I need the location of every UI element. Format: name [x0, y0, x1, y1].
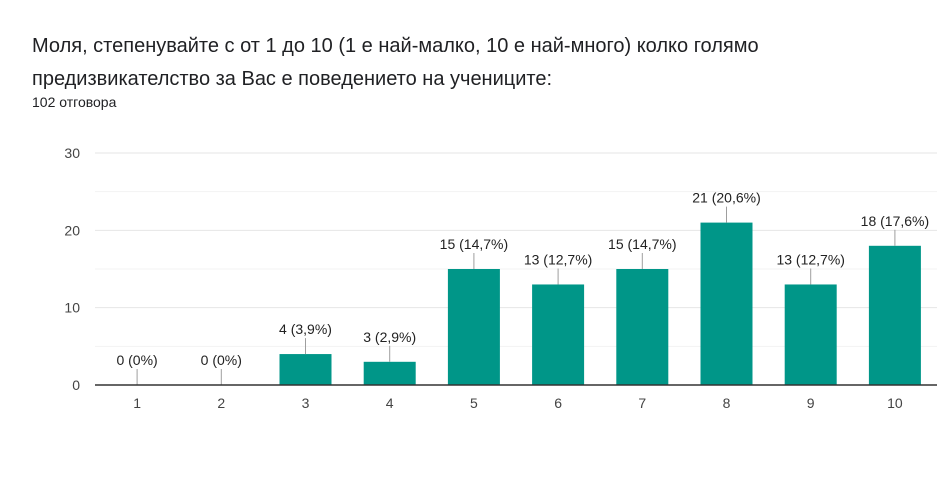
x-tick-label: 6: [554, 395, 562, 411]
bar-10: [868, 245, 921, 385]
x-tick-label: 5: [470, 395, 478, 411]
x-tick-label: 4: [386, 395, 394, 411]
response-count: 102 отговора: [32, 94, 117, 110]
data-label: 4 (3,9%): [279, 321, 332, 337]
data-label: 15 (14,7%): [608, 236, 676, 252]
x-tick-label: 2: [217, 395, 225, 411]
data-label: 21 (20,6%): [692, 190, 760, 206]
y-tick-label: 0: [72, 377, 80, 393]
x-tick-label: 7: [638, 395, 646, 411]
bar-3: [279, 354, 332, 385]
bar-9: [784, 284, 837, 385]
x-tick-label: 9: [807, 395, 815, 411]
bar-7: [616, 269, 669, 385]
x-tick-label: 8: [723, 395, 731, 411]
bar-4: [363, 361, 416, 385]
data-label: 0 (0%): [116, 352, 157, 368]
bar-8: [700, 222, 753, 385]
data-label: 18 (17,6%): [861, 213, 929, 229]
bar-5: [447, 269, 500, 385]
bar-6: [532, 284, 585, 385]
y-tick-label: 20: [64, 222, 80, 238]
question-title: Моля, степенувайте с от 1 до 10 (1 е най…: [32, 35, 759, 90]
y-tick-label: 10: [64, 300, 80, 316]
data-label: 0 (0%): [201, 352, 242, 368]
data-label: 15 (14,7%): [440, 236, 508, 252]
data-label: 3 (2,9%): [363, 329, 416, 345]
data-label: 13 (12,7%): [524, 251, 592, 267]
data-label: 13 (12,7%): [776, 251, 844, 267]
y-tick-label: 30: [64, 145, 80, 161]
x-tick-label: 10: [887, 395, 903, 411]
x-tick-label: 1: [133, 395, 141, 411]
x-tick-label: 3: [302, 395, 310, 411]
